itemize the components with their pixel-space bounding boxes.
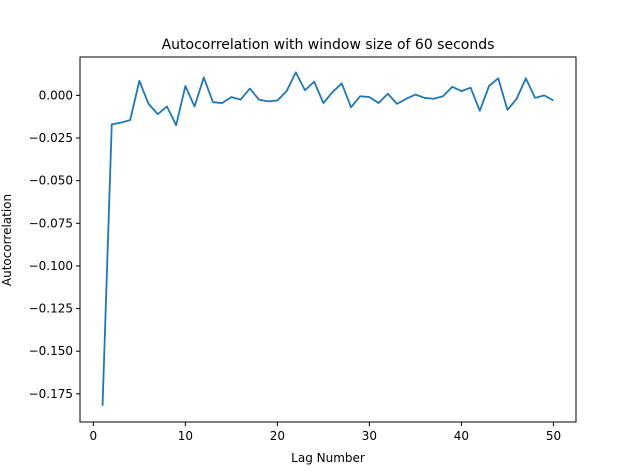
y-tick-label: −0.100 [29,259,73,273]
chart-title: Autocorrelation with window size of 60 s… [162,37,495,53]
x-tick-label: 10 [178,429,193,443]
series-line-autocorrelation [101,71,554,406]
y-tick-label: −0.175 [29,387,73,401]
x-tick-label: 30 [362,429,377,443]
y-tick-label: −0.150 [29,344,73,358]
y-tick-label: 0.000 [39,88,73,102]
y-axis-label: Autocorrelation [0,194,14,286]
x-tick-label: 50 [546,429,561,443]
y-axis: 0.000 −0.025 −0.050 −0.075 −0.100 −0.125 −0.15… [29,88,80,401]
x-tick-label: 40 [454,429,469,443]
x-tick-label: 0 [90,429,98,443]
y-tick-label: −0.050 [29,174,73,188]
x-tick-label: 20 [270,429,285,443]
y-tick-label: −0.075 [29,216,73,230]
x-axis-label: Lag Number [291,451,365,465]
y-tick-label: −0.025 [29,131,73,145]
y-tick-label: −0.125 [29,302,73,316]
x-axis: 0 10 20 30 40 50 [90,422,561,443]
axes-frame [79,56,577,423]
